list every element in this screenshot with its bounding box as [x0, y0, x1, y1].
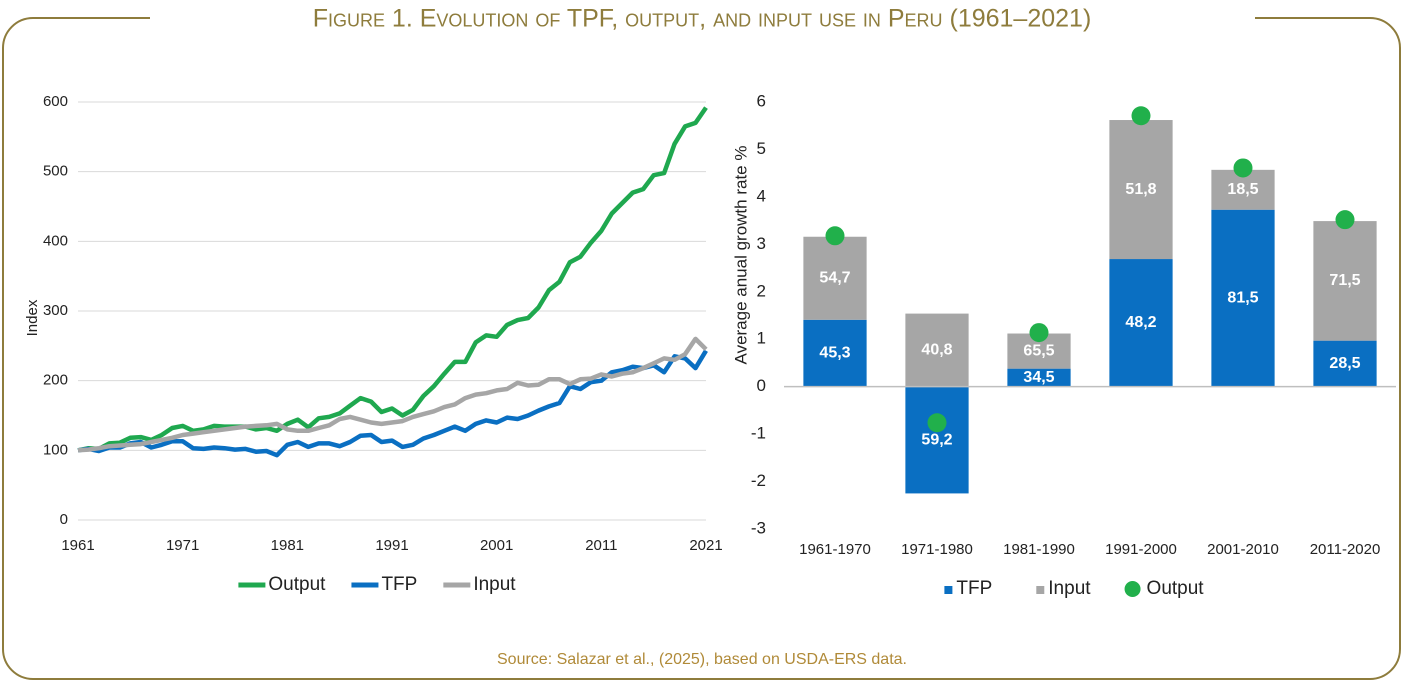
y-axis-label: Average anual growth rate %: [731, 146, 750, 365]
title-backdrop: [150, 4, 1255, 34]
x-tick-label: 1991-2000: [1105, 541, 1177, 558]
data-label: 71,5: [1329, 272, 1360, 289]
data-label: 65,5: [1023, 342, 1054, 359]
y-axis-label: Index: [24, 299, 41, 336]
y-tick-label: 3: [757, 234, 766, 253]
y-tick-label: 600: [43, 93, 68, 110]
data-label: 54,7: [819, 269, 850, 286]
dot: [1335, 210, 1355, 230]
dot: [1233, 158, 1253, 178]
data-label: 28,5: [1329, 355, 1360, 372]
bar-segment: [1211, 209, 1275, 387]
data-label: 51,8: [1125, 181, 1156, 198]
data-label: 40,8: [921, 341, 952, 358]
figure-title: Figure 1. Evolution of TPF, output, and …: [313, 5, 1092, 33]
y-tick-label: 400: [43, 232, 68, 249]
x-tick-label: 2021: [689, 537, 722, 554]
line-series: [77, 336, 708, 453]
y-tick-label: 0: [60, 511, 68, 528]
x-tick-label: 1961: [61, 537, 94, 554]
x-tick-label: 1971: [166, 537, 199, 554]
x-tick-label: 2001-2010: [1207, 541, 1279, 558]
bar-segment: [905, 386, 969, 494]
y-tick-label: 5: [757, 139, 766, 158]
legend-swatch: [944, 586, 953, 594]
y-tick-label: -2: [751, 471, 766, 490]
x-tick-label: 2001: [480, 537, 513, 554]
x-tick-label: 1991: [375, 537, 408, 554]
x-tick-label: 1971-1980: [901, 541, 973, 558]
legend-label: Input: [1048, 578, 1091, 599]
data-label: 18,5: [1227, 181, 1258, 198]
bar-segment: [1109, 120, 1173, 260]
y-tick-label: 1: [757, 329, 766, 348]
bar-segment: [905, 313, 969, 387]
data-label: 45,3: [819, 344, 850, 361]
legend-swatch: [1124, 581, 1141, 597]
data-label: 59,2: [921, 431, 952, 448]
y-tick-label: 500: [43, 163, 68, 180]
legend-label: TFP: [956, 578, 992, 599]
y-tick-label: 0: [757, 376, 766, 395]
y-tick-label: 100: [43, 441, 68, 458]
x-tick-label: 1981-1990: [1003, 541, 1075, 558]
source-note: Source: Salazar et al., (2025), based on…: [497, 651, 907, 668]
bar-segment: [1313, 340, 1377, 387]
bar-segment: [1007, 368, 1071, 387]
bar-segment: [803, 236, 867, 320]
y-tick-label: 200: [43, 372, 68, 389]
bar-segment: [1109, 259, 1173, 387]
dot: [927, 413, 947, 433]
x-tick-label: 2011-2020: [1310, 541, 1381, 558]
x-tick-label: 1961-1970: [799, 541, 871, 558]
line-series: [77, 106, 708, 453]
y-tick-label: 6: [757, 91, 766, 110]
legend-swatch: [1036, 586, 1045, 594]
line-series: [77, 349, 708, 458]
y-tick-label: 4: [757, 186, 766, 205]
y-tick-label: 300: [43, 302, 68, 319]
x-tick-label: 2011: [585, 537, 617, 554]
legend-label: TFP: [381, 574, 417, 595]
bar-segment: [803, 319, 867, 387]
dot: [1029, 323, 1049, 343]
legend-label: Input: [473, 574, 516, 595]
dot: [1131, 106, 1151, 126]
y-tick-label: 2: [757, 281, 766, 300]
data-label: 81,5: [1227, 289, 1258, 306]
bar-segment: [1313, 221, 1377, 341]
y-tick-label: -1: [751, 424, 766, 443]
legend-label: Output: [268, 574, 326, 595]
legend-label: Output: [1147, 578, 1205, 599]
x-tick-label: 1981: [271, 537, 304, 554]
dot: [825, 226, 845, 246]
data-label: 48,2: [1125, 314, 1156, 331]
data-label: 34,5: [1023, 369, 1054, 386]
y-tick-label: -3: [751, 518, 766, 537]
